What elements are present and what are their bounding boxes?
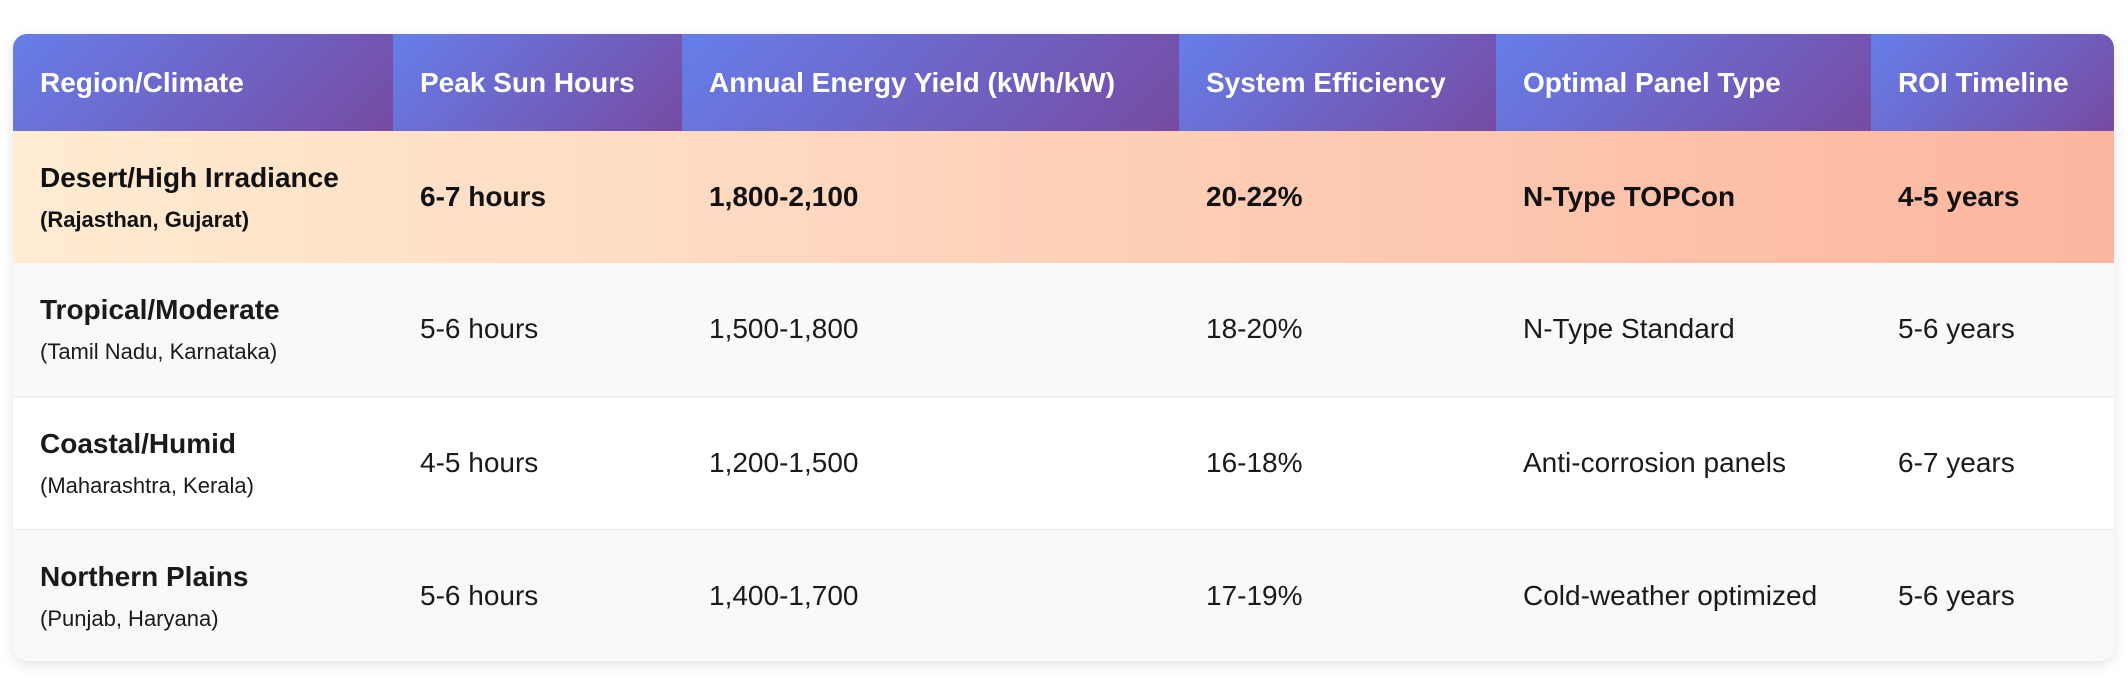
annual-yield-cell: 1,800-2,100 bbox=[709, 181, 859, 212]
table-header: Region/Climate Peak Sun Hours Annual Ene… bbox=[13, 34, 2114, 131]
region-name: Desert/High Irradiance bbox=[40, 162, 339, 193]
solar-comparison-table: Region/Climate Peak Sun Hours Annual Ene… bbox=[13, 34, 2114, 661]
annual-yield-cell: 1,500-1,800 bbox=[682, 263, 1179, 397]
header-peak-sun-hours: Peak Sun Hours bbox=[393, 34, 682, 131]
header-annual-energy-yield: Annual Energy Yield (kWh/kW) bbox=[682, 34, 1179, 131]
header-roi-timeline: ROI Timeline bbox=[1871, 34, 2114, 131]
header-system-efficiency: System Efficiency bbox=[1179, 34, 1496, 131]
region-states: (Rajasthan, Gujarat) bbox=[40, 207, 250, 232]
region-cell: Tropical/Moderate (Tamil Nadu, Karnataka… bbox=[13, 263, 393, 397]
peak-sun-hours-cell: 5-6 hours bbox=[393, 263, 682, 397]
roi-cell: 5-6 years bbox=[1871, 263, 2114, 397]
table-row: Northern Plains (Punjab, Haryana) 5-6 ho… bbox=[13, 529, 2114, 661]
table-body: Desert/High Irradiance (Rajasthan, Gujar… bbox=[13, 131, 2114, 661]
header-optimal-panel-type: Optimal Panel Type bbox=[1496, 34, 1871, 131]
annual-yield-cell: 1,200-1,500 bbox=[682, 396, 1179, 530]
annual-yield-cell: 1,400-1,700 bbox=[682, 529, 1179, 661]
roi-cell: 6-7 years bbox=[1871, 396, 2114, 530]
header-region-climate: Region/Climate bbox=[13, 34, 393, 131]
region-name: Northern Plains bbox=[40, 560, 249, 592]
region-states: (Tamil Nadu, Karnataka) bbox=[40, 339, 278, 365]
region-cell: Northern Plains (Punjab, Haryana) bbox=[13, 529, 393, 661]
peak-sun-hours-cell: 6-7 hours bbox=[420, 181, 547, 212]
peak-sun-hours-cell: 4-5 hours bbox=[393, 396, 682, 530]
region-states: (Maharashtra, Kerala) bbox=[40, 472, 254, 498]
solar-comparison-table-card: Region/Climate Peak Sun Hours Annual Ene… bbox=[13, 34, 2114, 661]
efficiency-cell: 17-19% bbox=[1179, 529, 1496, 661]
region-name: Coastal/Humid bbox=[40, 427, 237, 459]
panel-type-cell: Anti-corrosion panels bbox=[1496, 396, 1871, 530]
efficiency-cell: 18-20% bbox=[1179, 263, 1496, 397]
peak-sun-hours-cell: 5-6 hours bbox=[393, 529, 682, 661]
region-states: (Punjab, Haryana) bbox=[40, 605, 219, 631]
region-cell: Coastal/Humid (Maharashtra, Kerala) bbox=[13, 396, 393, 530]
panel-type-cell: N-Type TOPCon bbox=[1523, 181, 1736, 212]
region-name: Tropical/Moderate bbox=[40, 294, 280, 326]
header-row: Region/Climate Peak Sun Hours Annual Ene… bbox=[13, 34, 2114, 131]
table-row: Coastal/Humid (Maharashtra, Kerala) 4-5 … bbox=[13, 396, 2114, 530]
panel-type-cell: Cold-weather optimized bbox=[1496, 529, 1871, 661]
panel-type-cell: N-Type Standard bbox=[1496, 263, 1871, 397]
table-row-highlighted: Desert/High Irradiance (Rajasthan, Gujar… bbox=[13, 131, 2114, 263]
region-cell: Desert/High Irradiance (Rajasthan, Gujar… bbox=[13, 131, 393, 263]
efficiency-cell: 16-18% bbox=[1179, 396, 1496, 530]
roi-cell: 4-5 years bbox=[1898, 181, 2020, 212]
table-row: Tropical/Moderate (Tamil Nadu, Karnataka… bbox=[13, 263, 2114, 397]
efficiency-cell: 20-22% bbox=[1206, 181, 1303, 212]
roi-cell: 5-6 years bbox=[1871, 529, 2114, 661]
